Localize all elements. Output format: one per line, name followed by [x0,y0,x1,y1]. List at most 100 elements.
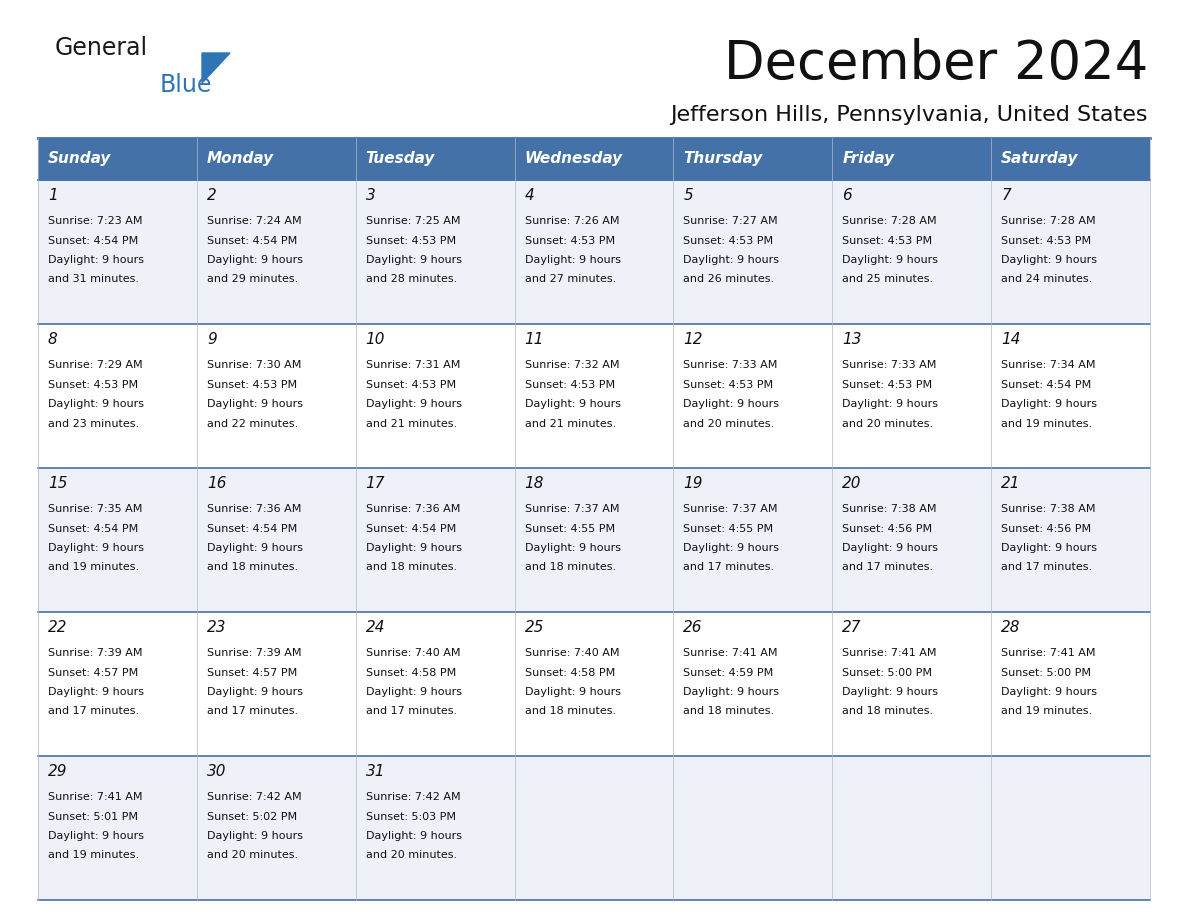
Text: 6: 6 [842,188,852,203]
Text: Sunrise: 7:41 AM: Sunrise: 7:41 AM [683,648,778,658]
Text: Sunset: 4:57 PM: Sunset: 4:57 PM [207,667,297,677]
Text: and 19 minutes.: and 19 minutes. [1001,419,1092,429]
Text: Sunset: 4:54 PM: Sunset: 4:54 PM [207,523,297,533]
Bar [355,756,514,900]
Text: 5: 5 [683,188,693,203]
Text: 22: 22 [48,620,68,635]
Bar [514,324,674,468]
Text: and 25 minutes.: and 25 minutes. [842,274,934,285]
Text: Sunset: 4:54 PM: Sunset: 4:54 PM [48,523,138,533]
Text: Sunset: 4:55 PM: Sunset: 4:55 PM [683,523,773,533]
Bar [514,612,674,756]
Text: Sunset: 4:53 PM: Sunset: 4:53 PM [207,379,297,389]
Text: and 17 minutes.: and 17 minutes. [366,707,457,717]
Text: 23: 23 [207,620,227,635]
Text: Sunset: 4:53 PM: Sunset: 4:53 PM [525,236,614,245]
Text: and 18 minutes.: and 18 minutes. [842,707,934,717]
Text: Sunrise: 7:39 AM: Sunrise: 7:39 AM [48,648,143,658]
Text: Sunset: 4:53 PM: Sunset: 4:53 PM [842,236,933,245]
Text: Blue: Blue [160,73,213,97]
Text: Daylight: 9 hours: Daylight: 9 hours [366,831,462,841]
Text: Sunrise: 7:42 AM: Sunrise: 7:42 AM [366,792,460,802]
Text: Daylight: 9 hours: Daylight: 9 hours [525,399,620,409]
Bar [833,138,991,180]
Text: Sunrise: 7:41 AM: Sunrise: 7:41 AM [48,792,143,802]
Text: and 27 minutes.: and 27 minutes. [525,274,615,285]
Text: and 24 minutes.: and 24 minutes. [1001,274,1093,285]
Bar [674,756,833,900]
Text: Sunrise: 7:24 AM: Sunrise: 7:24 AM [207,216,302,226]
Text: 3: 3 [366,188,375,203]
Text: Sunset: 4:53 PM: Sunset: 4:53 PM [683,379,773,389]
Text: Daylight: 9 hours: Daylight: 9 hours [842,255,939,265]
Text: Sunset: 5:00 PM: Sunset: 5:00 PM [842,667,933,677]
Text: Sunrise: 7:25 AM: Sunrise: 7:25 AM [366,216,460,226]
Text: Sunset: 4:59 PM: Sunset: 4:59 PM [683,667,773,677]
Text: 29: 29 [48,764,68,779]
Text: Daylight: 9 hours: Daylight: 9 hours [366,399,462,409]
Text: and 18 minutes.: and 18 minutes. [366,563,457,573]
Text: Daylight: 9 hours: Daylight: 9 hours [842,687,939,697]
Text: and 20 minutes.: and 20 minutes. [366,850,457,860]
Bar [514,468,674,612]
Text: and 17 minutes.: and 17 minutes. [207,707,298,717]
Text: Sunrise: 7:41 AM: Sunrise: 7:41 AM [842,648,937,658]
Bar [833,468,991,612]
Bar [355,324,514,468]
Text: and 17 minutes.: and 17 minutes. [683,563,775,573]
Text: Daylight: 9 hours: Daylight: 9 hours [842,543,939,553]
Text: Daylight: 9 hours: Daylight: 9 hours [1001,687,1098,697]
Text: Sunrise: 7:26 AM: Sunrise: 7:26 AM [525,216,619,226]
Bar [833,756,991,900]
Bar [38,756,197,900]
Bar [355,138,514,180]
Text: Sunrise: 7:38 AM: Sunrise: 7:38 AM [1001,504,1095,514]
Text: Sunset: 4:54 PM: Sunset: 4:54 PM [366,523,456,533]
Text: and 29 minutes.: and 29 minutes. [207,274,298,285]
Text: 1: 1 [48,188,58,203]
Text: and 22 minutes.: and 22 minutes. [207,419,298,429]
Text: Sunrise: 7:36 AM: Sunrise: 7:36 AM [366,504,460,514]
Text: Tuesday: Tuesday [366,151,435,166]
Text: and 21 minutes.: and 21 minutes. [525,419,615,429]
Text: and 26 minutes.: and 26 minutes. [683,274,775,285]
Bar [991,468,1150,612]
Text: Sunset: 4:53 PM: Sunset: 4:53 PM [683,236,773,245]
Bar [674,468,833,612]
Text: December 2024: December 2024 [723,38,1148,90]
Text: 19: 19 [683,476,703,491]
Bar [991,756,1150,900]
Text: Sunrise: 7:36 AM: Sunrise: 7:36 AM [207,504,302,514]
Text: Sunrise: 7:39 AM: Sunrise: 7:39 AM [207,648,302,658]
Text: and 17 minutes.: and 17 minutes. [48,707,139,717]
Text: and 19 minutes.: and 19 minutes. [1001,707,1092,717]
Text: Daylight: 9 hours: Daylight: 9 hours [525,687,620,697]
Text: Daylight: 9 hours: Daylight: 9 hours [1001,399,1098,409]
Text: Daylight: 9 hours: Daylight: 9 hours [683,399,779,409]
Text: and 21 minutes.: and 21 minutes. [366,419,457,429]
Text: Sunset: 4:53 PM: Sunset: 4:53 PM [48,379,138,389]
Text: 25: 25 [525,620,544,635]
Text: Sunset: 4:54 PM: Sunset: 4:54 PM [207,236,297,245]
Text: Monday: Monday [207,151,274,166]
Text: 26: 26 [683,620,703,635]
Bar [38,468,197,612]
Text: and 20 minutes.: and 20 minutes. [842,419,934,429]
Text: Daylight: 9 hours: Daylight: 9 hours [207,399,303,409]
Bar [355,468,514,612]
Bar [991,612,1150,756]
Text: 30: 30 [207,764,227,779]
Bar [991,138,1150,180]
Text: Daylight: 9 hours: Daylight: 9 hours [366,255,462,265]
Text: Sunrise: 7:33 AM: Sunrise: 7:33 AM [683,360,778,370]
Text: Sunrise: 7:35 AM: Sunrise: 7:35 AM [48,504,143,514]
Text: 11: 11 [525,332,544,347]
Text: Jefferson Hills, Pennsylvania, United States: Jefferson Hills, Pennsylvania, United St… [670,105,1148,125]
Text: Daylight: 9 hours: Daylight: 9 hours [525,255,620,265]
Bar [833,180,991,324]
Bar [514,180,674,324]
Text: and 20 minutes.: and 20 minutes. [683,419,775,429]
Text: Daylight: 9 hours: Daylight: 9 hours [207,255,303,265]
Text: 13: 13 [842,332,861,347]
Text: 18: 18 [525,476,544,491]
